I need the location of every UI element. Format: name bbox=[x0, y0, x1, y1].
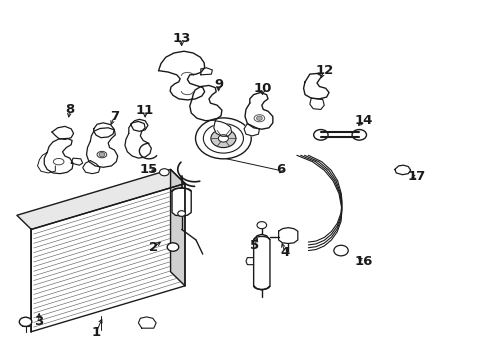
Text: 14: 14 bbox=[355, 114, 373, 127]
Text: 11: 11 bbox=[136, 104, 154, 117]
Circle shape bbox=[167, 243, 179, 251]
Text: 1: 1 bbox=[92, 326, 101, 339]
Polygon shape bbox=[159, 51, 205, 100]
Polygon shape bbox=[172, 188, 191, 216]
Polygon shape bbox=[171, 170, 185, 286]
Polygon shape bbox=[94, 123, 114, 138]
Text: 15: 15 bbox=[140, 163, 158, 176]
Text: 13: 13 bbox=[172, 32, 191, 45]
Polygon shape bbox=[138, 317, 156, 328]
Circle shape bbox=[257, 222, 267, 229]
Bar bbox=[321, 132, 359, 137]
Circle shape bbox=[219, 135, 228, 142]
Polygon shape bbox=[31, 184, 185, 332]
Polygon shape bbox=[125, 121, 151, 158]
Polygon shape bbox=[131, 119, 148, 131]
Polygon shape bbox=[83, 161, 100, 174]
Text: 16: 16 bbox=[355, 255, 373, 268]
Polygon shape bbox=[71, 158, 83, 165]
Circle shape bbox=[160, 169, 169, 176]
Text: 2: 2 bbox=[149, 240, 158, 253]
Polygon shape bbox=[201, 68, 212, 75]
Text: 7: 7 bbox=[110, 110, 119, 123]
Circle shape bbox=[352, 130, 367, 140]
Polygon shape bbox=[52, 126, 74, 139]
Text: 5: 5 bbox=[250, 239, 259, 252]
Polygon shape bbox=[310, 98, 324, 109]
Circle shape bbox=[334, 245, 348, 256]
Circle shape bbox=[203, 123, 244, 153]
Circle shape bbox=[257, 116, 262, 120]
Polygon shape bbox=[245, 93, 273, 129]
Polygon shape bbox=[254, 234, 270, 290]
Text: 12: 12 bbox=[315, 64, 333, 77]
Circle shape bbox=[314, 130, 328, 140]
Text: 17: 17 bbox=[408, 170, 426, 183]
Text: 3: 3 bbox=[34, 315, 43, 328]
Circle shape bbox=[19, 317, 32, 327]
Text: 6: 6 bbox=[276, 163, 286, 176]
Polygon shape bbox=[87, 128, 118, 167]
Circle shape bbox=[178, 211, 185, 216]
Polygon shape bbox=[17, 170, 185, 229]
Polygon shape bbox=[190, 85, 222, 121]
Text: 9: 9 bbox=[214, 78, 223, 91]
Circle shape bbox=[196, 118, 251, 159]
Polygon shape bbox=[44, 138, 73, 174]
Polygon shape bbox=[214, 121, 232, 136]
Circle shape bbox=[211, 129, 236, 148]
Text: 10: 10 bbox=[254, 82, 272, 95]
Circle shape bbox=[99, 153, 105, 157]
Polygon shape bbox=[395, 165, 411, 175]
Polygon shape bbox=[304, 73, 329, 99]
Polygon shape bbox=[279, 228, 298, 243]
Text: 4: 4 bbox=[280, 246, 290, 259]
Polygon shape bbox=[244, 123, 259, 136]
Text: 8: 8 bbox=[65, 103, 74, 116]
